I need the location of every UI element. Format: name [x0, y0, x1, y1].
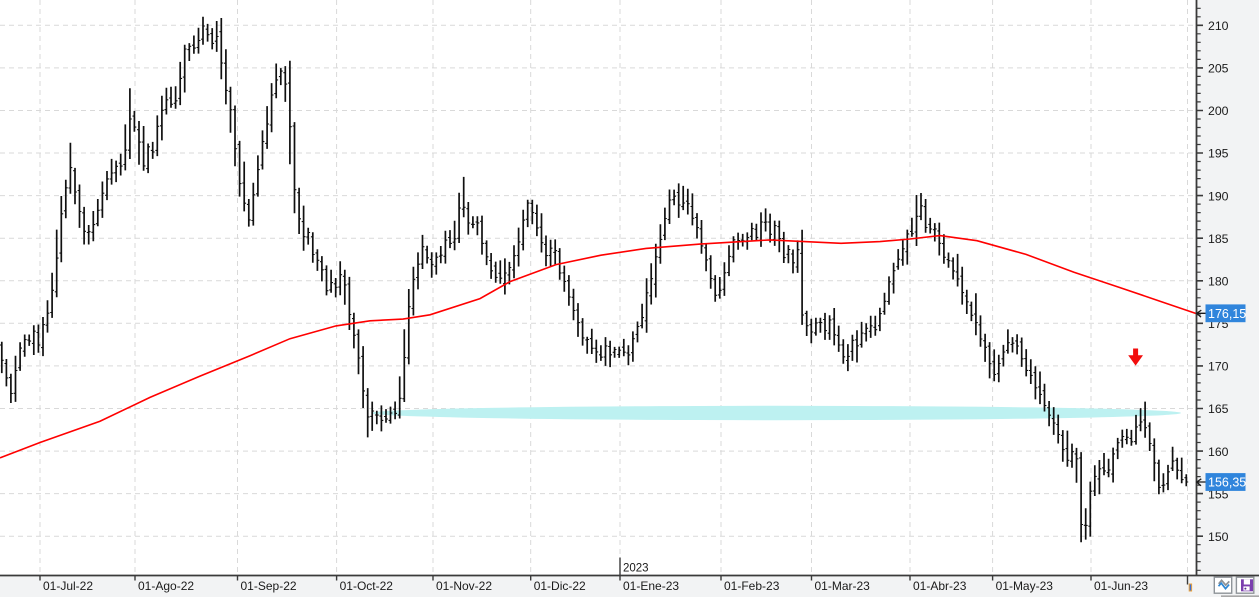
svg-text:185: 185: [1208, 232, 1229, 246]
svg-text:01-Ene-23: 01-Ene-23: [623, 579, 679, 593]
svg-text:01-Feb-23: 01-Feb-23: [724, 579, 780, 593]
svg-text:195: 195: [1208, 147, 1229, 161]
svg-text:210: 210: [1208, 19, 1229, 33]
svg-text:160: 160: [1208, 445, 1229, 459]
svg-text:176,15: 176,15: [1208, 307, 1246, 321]
svg-text:150: 150: [1208, 530, 1229, 544]
svg-text:01-May-23: 01-May-23: [996, 579, 1054, 593]
svg-text:180: 180: [1208, 274, 1229, 288]
svg-text:170: 170: [1208, 360, 1229, 374]
svg-text:2023: 2023: [623, 563, 649, 575]
svg-text:01-Ago-22: 01-Ago-22: [138, 579, 194, 593]
svg-text:01-Nov-22: 01-Nov-22: [436, 579, 492, 593]
svg-text:01-Oct-22: 01-Oct-22: [340, 579, 394, 593]
svg-text:01-Abr-23: 01-Abr-23: [913, 579, 967, 593]
svg-text:01-Jun-23: 01-Jun-23: [1094, 579, 1148, 593]
svg-text:01-Dic-22: 01-Dic-22: [534, 579, 586, 593]
svg-text:200: 200: [1208, 104, 1229, 118]
svg-text:190: 190: [1208, 189, 1229, 203]
svg-text:01-Jul-22: 01-Jul-22: [43, 579, 93, 593]
svg-text:165: 165: [1208, 402, 1229, 416]
svg-text:01-Mar-23: 01-Mar-23: [815, 579, 871, 593]
svg-text:156,35: 156,35: [1208, 476, 1246, 490]
svg-text:01-Sep-22: 01-Sep-22: [241, 579, 297, 593]
svg-text:205: 205: [1208, 62, 1229, 76]
